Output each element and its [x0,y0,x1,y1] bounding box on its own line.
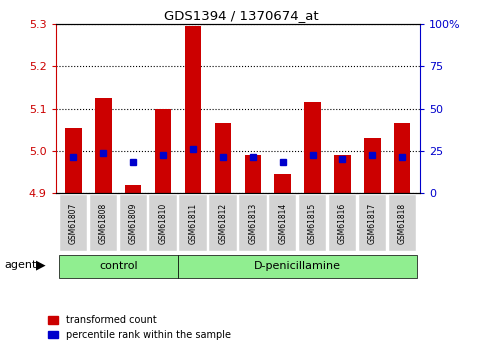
FancyBboxPatch shape [269,196,297,251]
Text: GSM61815: GSM61815 [308,203,317,244]
Text: GSM61807: GSM61807 [69,203,78,244]
Text: ▶: ▶ [36,259,46,272]
Bar [155,109,171,193]
Text: GSM61813: GSM61813 [248,203,257,244]
Bar [215,124,231,193]
Bar [394,124,411,193]
FancyBboxPatch shape [178,255,417,278]
Text: control: control [99,261,138,271]
Bar [304,102,321,193]
Text: agent: agent [5,260,37,270]
Bar [274,174,291,193]
FancyBboxPatch shape [239,196,267,251]
FancyBboxPatch shape [119,196,147,251]
FancyBboxPatch shape [90,196,117,251]
Bar [244,155,261,193]
Bar [95,98,112,193]
Text: D-penicillamine: D-penicillamine [254,261,341,271]
FancyBboxPatch shape [359,196,386,251]
Text: GDS1394 / 1370674_at: GDS1394 / 1370674_at [164,9,319,22]
Legend: transformed count, percentile rank within the sample: transformed count, percentile rank withi… [48,315,231,340]
Text: GSM61816: GSM61816 [338,203,347,244]
FancyBboxPatch shape [60,196,87,251]
FancyBboxPatch shape [388,196,416,251]
Text: GSM61808: GSM61808 [99,203,108,244]
Text: GSM61809: GSM61809 [129,203,138,244]
Bar [185,26,201,193]
Text: GSM61810: GSM61810 [158,203,168,244]
Text: GSM61811: GSM61811 [188,203,198,244]
FancyBboxPatch shape [329,196,356,251]
FancyBboxPatch shape [58,255,178,278]
Bar [334,155,351,193]
Text: GSM61817: GSM61817 [368,203,377,244]
FancyBboxPatch shape [179,196,207,251]
Text: GSM61812: GSM61812 [218,203,227,244]
Bar [125,185,142,193]
Text: GSM61818: GSM61818 [398,203,407,244]
FancyBboxPatch shape [299,196,327,251]
FancyBboxPatch shape [149,196,177,251]
FancyBboxPatch shape [209,196,237,251]
Text: GSM61814: GSM61814 [278,203,287,244]
Bar [364,138,381,193]
Bar [65,128,82,193]
